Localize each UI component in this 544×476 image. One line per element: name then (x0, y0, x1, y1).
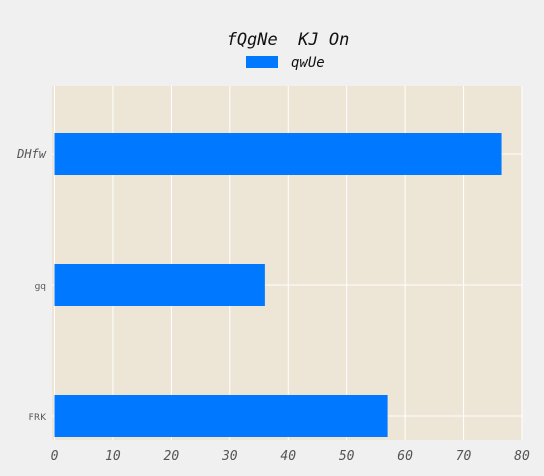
y-tick-label: DHfw (16, 147, 47, 161)
legend-label: qwUe (291, 55, 325, 71)
y-axis-ticks: DHfw gq FRK (16, 147, 47, 423)
x-tick-label: 30 (221, 449, 238, 464)
x-axis-ticks: 0 10 20 30 40 50 60 70 80 (51, 449, 530, 464)
x-tick-label: 0 (51, 449, 59, 464)
bar-dhfw (54, 133, 502, 175)
x-tick-label: 40 (280, 449, 296, 464)
bar-frk (54, 395, 388, 437)
y-tick-label: FRK (29, 413, 47, 423)
x-tick-label: 10 (105, 449, 121, 464)
x-tick-label: 60 (397, 449, 413, 464)
x-tick-label: 70 (456, 449, 472, 464)
bar-gq (54, 264, 265, 306)
x-tick-label: 80 (514, 449, 530, 464)
chart-title: fQgNe KJ On (227, 30, 350, 50)
y-tick-label: gq (35, 282, 46, 292)
x-tick-label: 20 (164, 449, 180, 464)
legend: qwUe (246, 55, 325, 71)
legend-swatch (246, 56, 278, 68)
x-tick-label: 50 (339, 449, 355, 464)
bars (54, 133, 502, 437)
